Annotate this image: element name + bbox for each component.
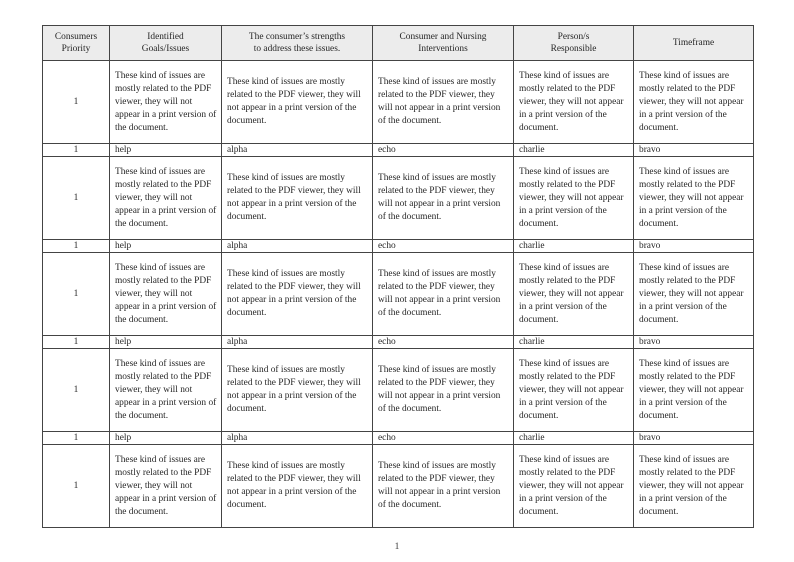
strengths-cell: These kind of issues are mostly related … bbox=[221, 348, 373, 432]
responsible-cell: charlie bbox=[513, 239, 634, 253]
column-header-goals: Identified Goals/Issues bbox=[109, 25, 222, 61]
priority-cell: 1 bbox=[42, 143, 110, 157]
strengths-cell: These kind of issues are mostly related … bbox=[221, 252, 373, 336]
interventions-cell: echo bbox=[372, 239, 514, 253]
strengths-cell: alpha bbox=[221, 239, 373, 253]
column-header-responsible: Person/s Responsible bbox=[513, 25, 634, 61]
responsible-cell: These kind of issues are mostly related … bbox=[513, 252, 634, 336]
goals-cell: These kind of issues are mostly related … bbox=[109, 252, 222, 336]
responsible-cell: These kind of issues are mostly related … bbox=[513, 444, 634, 528]
care-plan-table: Consumers Priority Identified Goals/Issue… bbox=[42, 25, 754, 528]
strengths-cell: alpha bbox=[221, 143, 373, 157]
timeframe-cell: bravo bbox=[633, 431, 754, 445]
table-row: 1 help alpha echo charlie bravo bbox=[42, 431, 754, 445]
priority-cell: 1 bbox=[42, 444, 110, 528]
timeframe-cell: These kind of issues are mostly related … bbox=[633, 348, 754, 432]
strengths-cell: alpha bbox=[221, 335, 373, 349]
table-row: 1 help alpha echo charlie bravo bbox=[42, 239, 754, 253]
timeframe-cell: bravo bbox=[633, 335, 754, 349]
priority-cell: 1 bbox=[42, 156, 110, 240]
strengths-cell: These kind of issues are mostly related … bbox=[221, 60, 373, 144]
table-row: 1 These kind of issues are mostly related… bbox=[42, 348, 754, 432]
responsible-cell: These kind of issues are mostly related … bbox=[513, 156, 634, 240]
goals-cell: These kind of issues are mostly related … bbox=[109, 60, 222, 144]
timeframe-cell: These kind of issues are mostly related … bbox=[633, 156, 754, 240]
responsible-cell: These kind of issues are mostly related … bbox=[513, 348, 634, 432]
table-row: 1 These kind of issues are mostly related… bbox=[42, 444, 754, 528]
table-row: 1 help alpha echo charlie bravo bbox=[42, 143, 754, 157]
timeframe-cell: bravo bbox=[633, 239, 754, 253]
interventions-cell: echo bbox=[372, 143, 514, 157]
table-body: 1 These kind of issues are mostly related… bbox=[42, 60, 754, 528]
responsible-cell: These kind of issues are mostly related … bbox=[513, 60, 634, 144]
goals-cell: help bbox=[109, 335, 222, 349]
interventions-cell: These kind of issues are mostly related … bbox=[372, 444, 514, 528]
table-header: Consumers Priority Identified Goals/Issue… bbox=[42, 25, 754, 61]
interventions-cell: These kind of issues are mostly related … bbox=[372, 60, 514, 144]
page-number: 1 bbox=[394, 542, 400, 552]
column-header-priority: Consumers Priority bbox=[42, 25, 110, 61]
strengths-cell: alpha bbox=[221, 431, 373, 445]
interventions-cell: These kind of issues are mostly related … bbox=[372, 156, 514, 240]
interventions-cell: echo bbox=[372, 431, 514, 445]
goals-cell: These kind of issues are mostly related … bbox=[109, 348, 222, 432]
priority-cell: 1 bbox=[42, 60, 110, 144]
table-row: 1 These kind of issues are mostly related… bbox=[42, 156, 754, 240]
responsible-cell: charlie bbox=[513, 143, 634, 157]
priority-cell: 1 bbox=[42, 335, 110, 349]
interventions-cell: These kind of issues are mostly related … bbox=[372, 252, 514, 336]
column-header-timeframe: Timeframe bbox=[633, 25, 754, 61]
responsible-cell: charlie bbox=[513, 431, 634, 445]
table-row: 1 These kind of issues are mostly related… bbox=[42, 252, 754, 336]
timeframe-cell: These kind of issues are mostly related … bbox=[633, 444, 754, 528]
timeframe-cell: bravo bbox=[633, 143, 754, 157]
goals-cell: help bbox=[109, 143, 222, 157]
header-row: Consumers Priority Identified Goals/Issue… bbox=[42, 25, 754, 61]
table-row: 1 help alpha echo charlie bravo bbox=[42, 335, 754, 349]
strengths-cell: These kind of issues are mostly related … bbox=[221, 444, 373, 528]
strengths-cell: These kind of issues are mostly related … bbox=[221, 156, 373, 240]
priority-cell: 1 bbox=[42, 348, 110, 432]
column-header-strengths: The consumer’s strengths to address thes… bbox=[221, 25, 373, 61]
priority-cell: 1 bbox=[42, 252, 110, 336]
column-header-interventions: Consumer and Nursing Interventions bbox=[372, 25, 514, 61]
interventions-cell: echo bbox=[372, 335, 514, 349]
goals-cell: These kind of issues are mostly related … bbox=[109, 156, 222, 240]
interventions-cell: These kind of issues are mostly related … bbox=[372, 348, 514, 432]
goals-cell: help bbox=[109, 431, 222, 445]
timeframe-cell: These kind of issues are mostly related … bbox=[633, 252, 754, 336]
goals-cell: help bbox=[109, 239, 222, 253]
goals-cell: These kind of issues are mostly related … bbox=[109, 444, 222, 528]
table-row: 1 These kind of issues are mostly related… bbox=[42, 60, 754, 144]
priority-cell: 1 bbox=[42, 431, 110, 445]
timeframe-cell: These kind of issues are mostly related … bbox=[633, 60, 754, 144]
priority-cell: 1 bbox=[42, 239, 110, 253]
responsible-cell: charlie bbox=[513, 335, 634, 349]
